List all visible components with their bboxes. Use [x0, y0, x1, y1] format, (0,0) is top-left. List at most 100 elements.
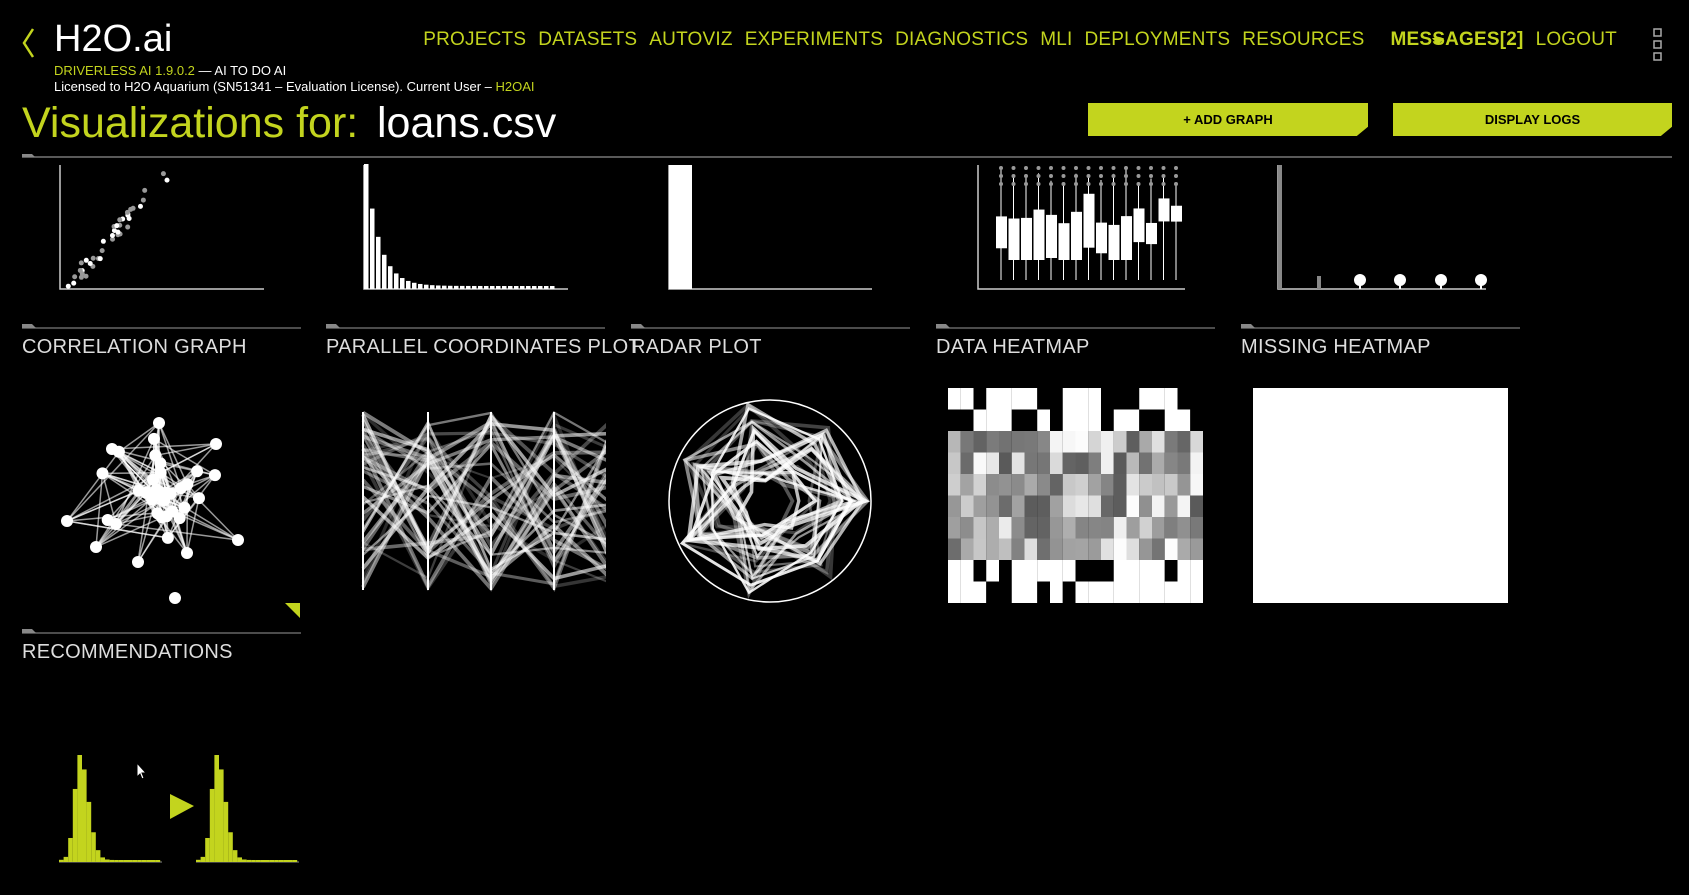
nav-item[interactable]: RESOURCES [1242, 29, 1365, 50]
nav-item[interactable]: MLI [1040, 29, 1073, 50]
heat-cell [986, 495, 999, 517]
heat-cell [960, 538, 974, 560]
nav-item[interactable]: LOGOUT [1535, 29, 1617, 50]
heat-cell [1011, 474, 1025, 496]
add-graph-button[interactable]: + ADD GRAPH [1088, 103, 1368, 136]
bar [1278, 165, 1282, 289]
heat-cell [1113, 474, 1127, 496]
hist-bar [436, 285, 441, 289]
heat-cell [1062, 388, 1076, 410]
display-logs-button[interactable]: DISPLAY LOGS [1393, 103, 1672, 136]
edge [95, 473, 104, 548]
outlier [1061, 174, 1066, 178]
outlier [1074, 182, 1078, 186]
rec-bar [95, 850, 101, 862]
nav-item[interactable]: EXPERIMENTS [744, 29, 884, 50]
menu-icon[interactable] [1653, 28, 1662, 61]
heat-cell [1088, 431, 1101, 453]
heat-cell [1011, 517, 1025, 539]
nav-item[interactable]: AUTOVIZ [649, 29, 733, 50]
heat-cell [1139, 409, 1152, 431]
heat-cell [1024, 452, 1038, 474]
box [1071, 211, 1082, 260]
heat-cell [1101, 452, 1114, 474]
heat-cell [1062, 517, 1076, 539]
heat-cell [1190, 560, 1203, 582]
outlier [1061, 182, 1066, 186]
heat-cell [1101, 409, 1114, 431]
license: Licensed to H2O Aquarium (SN51341 – Eval… [54, 79, 496, 94]
heat-cell [1011, 452, 1025, 474]
edge [153, 438, 216, 476]
heat-cell [1152, 495, 1165, 517]
heat-cell [960, 517, 974, 539]
version-line: DRIVERLESS AI 1.9.0.2 — AI TO DO AI [54, 63, 286, 78]
back-icon[interactable] [22, 28, 35, 58]
heat-cell [1177, 409, 1191, 431]
box [1008, 218, 1020, 260]
outlier [1149, 166, 1153, 170]
heat-cell [986, 431, 999, 453]
heat-cell [1139, 495, 1152, 517]
card-label[interactable]: RECOMMENDATIONS [22, 641, 233, 663]
outlier [1036, 174, 1041, 178]
outlier [1099, 182, 1103, 186]
outlier [1049, 174, 1053, 178]
heat-cell [960, 452, 974, 474]
heat-cell [1152, 388, 1165, 410]
radar-poly [700, 420, 868, 577]
heat-cell [986, 581, 999, 603]
box [1033, 209, 1045, 260]
nav-item[interactable]: DATASETS [538, 29, 638, 50]
node [101, 514, 114, 527]
outlier [1099, 174, 1103, 178]
cursor [136, 761, 148, 780]
heat-cell [1139, 474, 1152, 496]
nav-item[interactable]: MESSAGES[2] [1390, 29, 1524, 50]
heat-cell [1050, 581, 1063, 603]
heat-cell [1113, 581, 1127, 603]
rec-bar [214, 755, 219, 862]
card-label[interactable]: PARALLEL COORDINATES PLOT [326, 336, 641, 358]
rec-bar [283, 860, 288, 862]
heat-cell [973, 409, 987, 431]
node [90, 541, 102, 553]
radar-poly [687, 439, 818, 542]
thumbnails [22, 164, 1520, 863]
heat-cell [1075, 538, 1089, 560]
heat-cell [1024, 388, 1038, 410]
card-label[interactable]: RADAR PLOT [631, 336, 762, 358]
nav-item[interactable]: PROJECTS [423, 29, 527, 50]
outlier [999, 174, 1003, 178]
bar [669, 165, 692, 289]
heat-cell [1101, 474, 1114, 496]
edge [159, 491, 239, 541]
heat-cell [1177, 495, 1191, 517]
outlier [1036, 166, 1041, 170]
rec-bar [242, 859, 247, 862]
box [1021, 217, 1032, 260]
nav-item[interactable]: DEPLOYMENTS [1084, 29, 1231, 50]
heat-cell [999, 495, 1012, 517]
heat-cell [1037, 517, 1050, 539]
rec-bar [260, 859, 265, 862]
heat-cell [1037, 452, 1050, 474]
heat-cell [1062, 452, 1076, 474]
scatter-dot [72, 274, 78, 280]
hist-bar [412, 282, 417, 289]
card-label[interactable]: DATA HEATMAP [936, 336, 1090, 358]
brand: H2O.ai [54, 18, 173, 60]
card-label[interactable]: CORRELATION GRAPH [22, 336, 247, 358]
nav-item[interactable]: DIAGNOSTICS [895, 29, 1029, 50]
heat-cell [948, 409, 961, 431]
outlier [1161, 182, 1166, 186]
card-tab [1241, 324, 1255, 328]
node [161, 531, 174, 544]
heat-cell [1177, 452, 1191, 474]
card-label[interactable]: MISSING HEATMAP [1241, 336, 1431, 358]
heat-cell [973, 474, 987, 496]
heat-cell [1177, 560, 1191, 582]
rec-bar [205, 837, 210, 862]
